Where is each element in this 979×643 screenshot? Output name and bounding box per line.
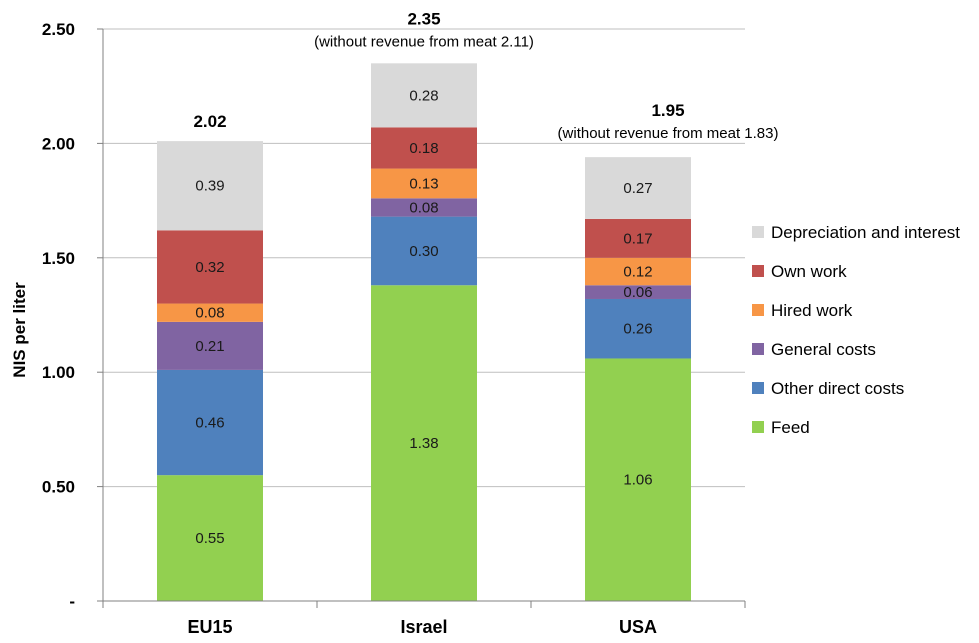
x-tick-labels: EU15 Israel USA xyxy=(187,617,657,637)
legend-label: Other direct costs xyxy=(771,379,904,398)
legend-swatch xyxy=(752,421,764,433)
segment-value-label: 0.28 xyxy=(409,87,438,104)
y-tick-label: 1.00 xyxy=(42,363,75,382)
bar-segment xyxy=(157,321,263,370)
bar-segment xyxy=(371,127,477,169)
x-tick-label: USA xyxy=(619,617,657,637)
segment-value-label: 0.06 xyxy=(623,284,652,301)
segment-value-label: 0.21 xyxy=(195,338,224,355)
x-tick-label: EU15 xyxy=(187,617,232,637)
segment-value-label: 0.30 xyxy=(409,243,438,260)
y-tick-label: 0.50 xyxy=(42,478,75,497)
y-axis-label: NIS per liter xyxy=(10,282,29,378)
segment-value-label: 0.18 xyxy=(409,140,438,157)
y-tick-label: 2.50 xyxy=(42,20,75,39)
annotation-note: (without revenue from meat 1.83) xyxy=(558,125,779,142)
total-label: 2.35 xyxy=(407,9,440,28)
legend-swatch xyxy=(752,382,764,394)
segment-value-label: 0.55 xyxy=(195,530,224,547)
legend-swatch xyxy=(752,304,764,316)
legend-swatch xyxy=(752,226,764,238)
segment-value-label: 0.08 xyxy=(409,199,438,216)
segment-value-label: 0.08 xyxy=(195,305,224,322)
bar-segment xyxy=(371,285,477,601)
bar-segment xyxy=(585,358,691,601)
bar-segment xyxy=(371,63,477,128)
bars: 0.55 0.46 0.21 0.08 0.32 0.39 1.38 0.30 0.08 0.13… xyxy=(157,63,691,601)
segment-value-label: 0.17 xyxy=(623,230,652,247)
legend-label: Own work xyxy=(771,262,847,281)
total-label: 2.02 xyxy=(193,112,226,131)
y-tick-label: 2.00 xyxy=(42,134,75,153)
total-label: 1.95 xyxy=(651,101,684,120)
legend-label: Hired work xyxy=(771,301,853,320)
legend-label: General costs xyxy=(771,340,876,359)
y-tick-label: 1.50 xyxy=(42,249,75,268)
legend-label: Depreciation and interest xyxy=(771,223,960,242)
bar-segment xyxy=(371,198,477,217)
bar-segment xyxy=(157,369,263,476)
segment-value-label: 0.32 xyxy=(195,259,224,276)
bar-segment xyxy=(585,257,691,286)
bar-segment xyxy=(585,298,691,359)
bar-segment xyxy=(585,157,691,219)
bar-segment xyxy=(157,475,263,601)
bar-segment xyxy=(157,230,263,304)
segment-value-label: 0.26 xyxy=(623,321,652,338)
segment-value-label: 1.06 xyxy=(623,472,652,489)
segment-value-label: 1.38 xyxy=(409,435,438,452)
total-labels: 2.02 2.35 (without revenue from meat 2.11)… xyxy=(193,9,778,142)
segment-value-label: 0.12 xyxy=(623,264,652,281)
y-tick-labels: - 0.50 1.00 1.50 2.00 2.50 xyxy=(42,20,75,611)
bar-segment xyxy=(585,285,691,299)
bar-segment xyxy=(157,141,263,231)
bar-segment xyxy=(157,303,263,322)
segment-value-label: 0.13 xyxy=(409,175,438,192)
bar-segment xyxy=(585,218,691,258)
segment-value-label: 0.39 xyxy=(195,178,224,195)
y-tick-label: - xyxy=(69,592,75,611)
bar-segment xyxy=(371,168,477,199)
segment-value-label: 0.46 xyxy=(195,415,224,432)
axes xyxy=(102,29,746,608)
annotation-note: (without revenue from meat 2.11) xyxy=(314,33,534,50)
legend-label: Feed xyxy=(771,418,810,437)
bar-segment xyxy=(371,216,477,286)
segment-value-label: 0.27 xyxy=(623,180,652,197)
legend-swatch xyxy=(752,343,764,355)
legend: Depreciation and interest Own work Hired w… xyxy=(752,223,960,437)
x-tick-label: Israel xyxy=(400,617,447,637)
legend-swatch xyxy=(752,265,764,277)
